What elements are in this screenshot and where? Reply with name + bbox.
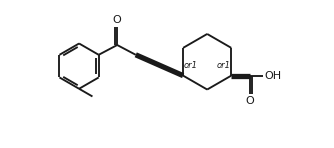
- Text: or1: or1: [217, 61, 231, 70]
- Text: O: O: [245, 96, 254, 106]
- Text: O: O: [113, 15, 122, 25]
- Text: OH: OH: [264, 71, 281, 81]
- Text: or1: or1: [184, 61, 198, 70]
